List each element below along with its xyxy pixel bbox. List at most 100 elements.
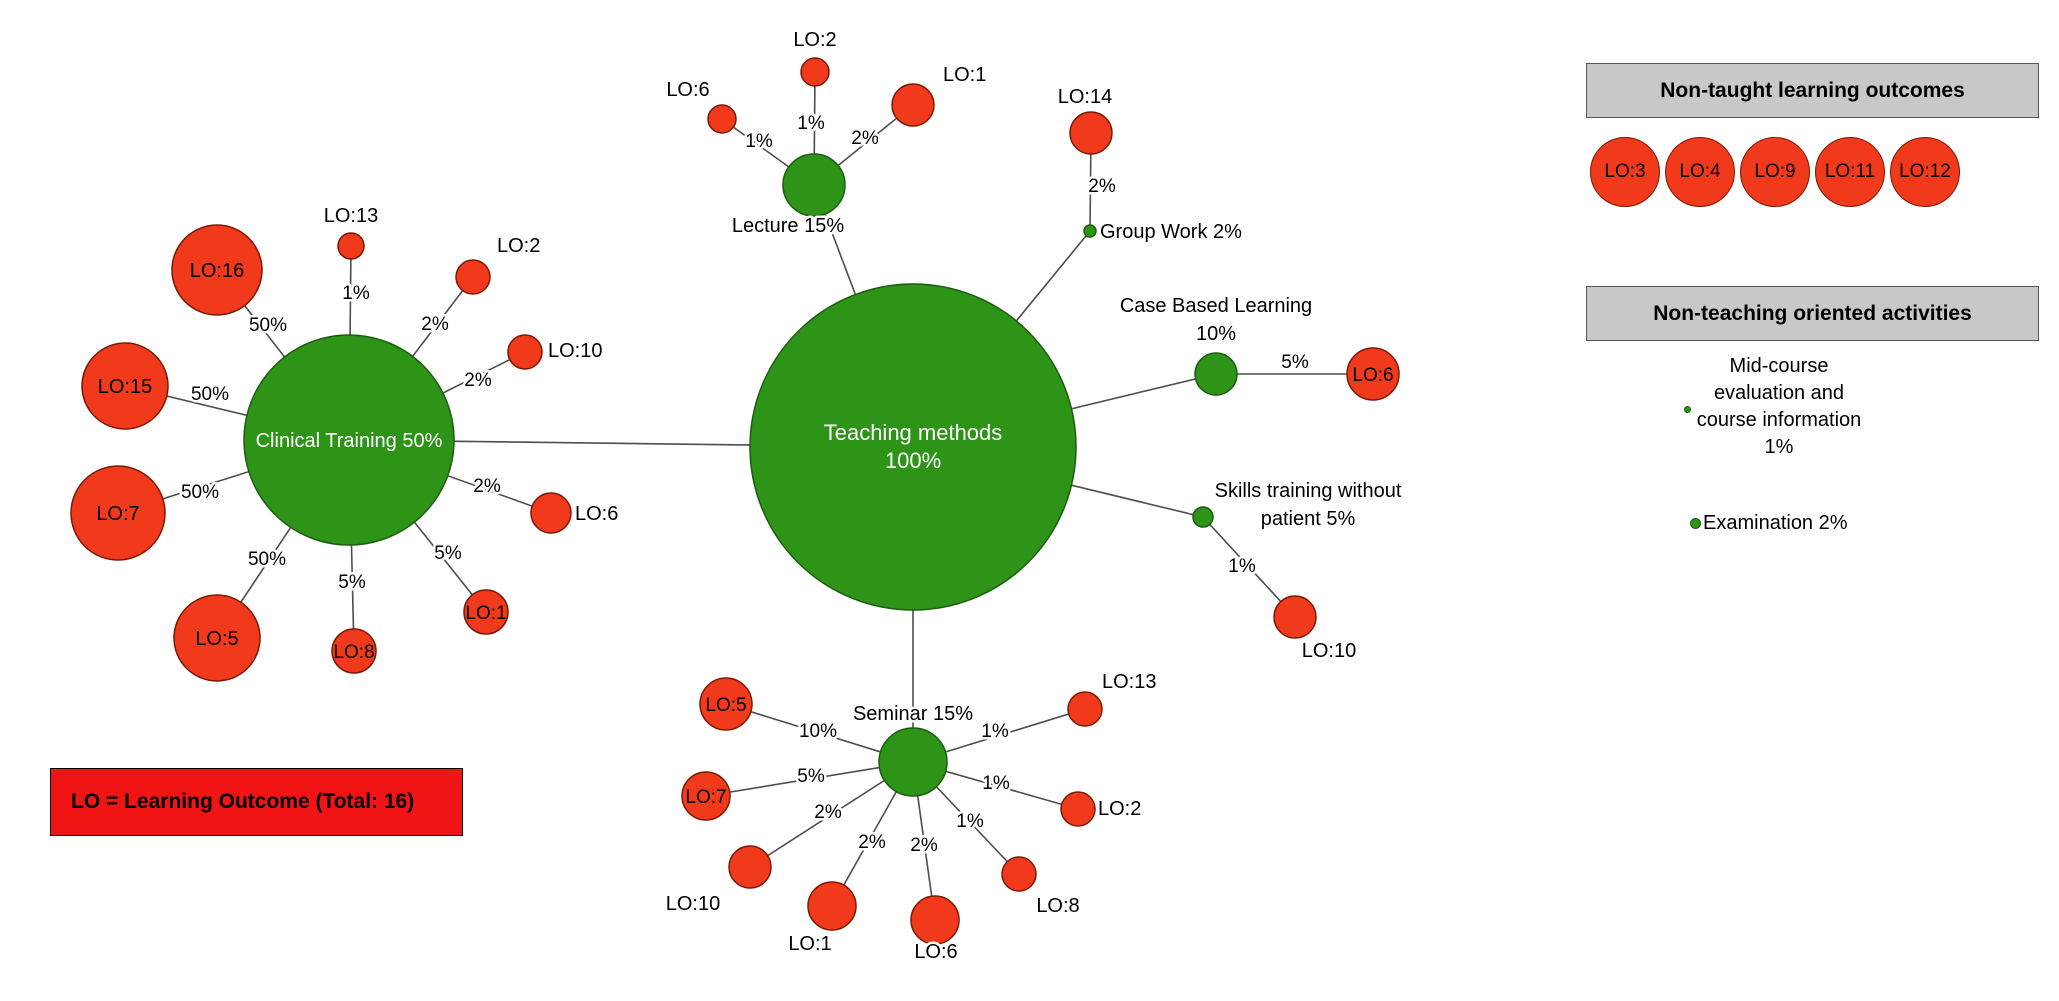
- edge-label-clinical-c8: 5%: [338, 572, 366, 593]
- node-label-se5: LO:5: [705, 695, 746, 716]
- node-label-c2: LO:2: [497, 235, 540, 257]
- node-se1[interactable]: [807, 881, 857, 931]
- node-clinical[interactable]: [243, 334, 455, 546]
- legend-box: LO = Learning Outcome (Total: 16): [50, 768, 463, 836]
- node-c1[interactable]: [463, 589, 509, 635]
- edge-label-clinical-c13: 1%: [342, 283, 370, 304]
- node-groupwork[interactable]: [1083, 224, 1097, 238]
- node-se2[interactable]: [1060, 791, 1096, 827]
- node-c16[interactable]: [171, 224, 263, 316]
- node-c2[interactable]: [455, 259, 491, 295]
- node-se7[interactable]: [681, 771, 731, 821]
- node-l6[interactable]: [707, 104, 737, 134]
- node-label-cbl: Case Based Learning 10%: [1120, 295, 1312, 345]
- node-label-l1: LO:1: [943, 64, 986, 86]
- node-label-l2: LO:2: [793, 29, 836, 51]
- edge-label-seminar-se5: 10%: [799, 721, 837, 742]
- midcourse-dot-icon: [1684, 406, 1691, 413]
- non-teaching-header: Non-teaching oriented activities: [1586, 286, 2039, 341]
- node-label-g14: LO:14: [1058, 86, 1112, 108]
- activity-midcourse-label: Mid-course evaluation and course informa…: [1696, 355, 1862, 458]
- node-se5[interactable]: [699, 677, 753, 731]
- edge-label-lecture-l2: 1%: [797, 113, 825, 134]
- edge-label-seminar-se7: 5%: [797, 766, 825, 787]
- node-c10[interactable]: [507, 334, 543, 370]
- node-label-c15: LO:15: [98, 376, 152, 398]
- node-label-c8: LO:8: [333, 642, 374, 663]
- edge-label-seminar-se6: 2%: [910, 835, 938, 856]
- node-label-c1: LO:1: [465, 603, 506, 624]
- node-label-l6: LO:6: [666, 79, 709, 101]
- node-label-se10: LO:10: [666, 893, 720, 915]
- node-c13[interactable]: [337, 232, 365, 260]
- node-c8[interactable]: [331, 628, 377, 674]
- node-s10[interactable]: [1273, 595, 1317, 639]
- node-c7[interactable]: [70, 465, 166, 561]
- node-c5[interactable]: [173, 594, 261, 682]
- node-label-clinical: Clinical Training 50%: [256, 430, 443, 452]
- node-se13[interactable]: [1067, 691, 1103, 727]
- edge-label-clinical-c7: 50%: [181, 482, 219, 503]
- node-label-lecture: Lecture 15%: [732, 215, 845, 237]
- non-taught-outcomes: LO:3 LO:4 LO:9 LO:11 LO:12: [1590, 137, 1960, 207]
- edge-seminar-se7: [705, 761, 914, 797]
- node-label-se13: LO:13: [1102, 671, 1156, 693]
- node-label-c10: LO:10: [548, 340, 602, 362]
- node-label-skills: Skills training without patient 5%: [1215, 480, 1402, 530]
- node-skills[interactable]: [1192, 506, 1214, 528]
- node-l2[interactable]: [800, 57, 830, 87]
- node-se10[interactable]: [728, 845, 772, 889]
- non-taught-lo-circle[interactable]: LO:9: [1740, 137, 1810, 207]
- node-cb6[interactable]: [1346, 347, 1400, 401]
- node-label-c7: LO:7: [96, 503, 139, 525]
- node-se6[interactable]: [910, 895, 960, 945]
- non-taught-lo-circle[interactable]: LO:11: [1815, 137, 1885, 207]
- edge-label-clinical-c5: 50%: [248, 549, 286, 570]
- node-l1[interactable]: [891, 83, 935, 127]
- edge-label-clinical-c16: 50%: [249, 315, 287, 336]
- node-se8[interactable]: [1001, 856, 1037, 892]
- node-g14[interactable]: [1069, 111, 1113, 155]
- edge-label-groupwork-g14: 2%: [1088, 176, 1116, 197]
- edge-label-clinical-c2: 2%: [421, 314, 449, 335]
- node-label-se7: LO:7: [685, 787, 726, 808]
- examination-dot-icon: [1690, 518, 1701, 529]
- node-label-seminar: Seminar 15%: [853, 703, 973, 725]
- non-taught-lo-circle[interactable]: LO:12: [1890, 137, 1960, 207]
- node-c6[interactable]: [530, 492, 572, 534]
- edge-label-clinical-c10: 2%: [464, 370, 492, 391]
- edge-label-cbl-cb6: 5%: [1281, 352, 1309, 373]
- node-label-se8: LO:8: [1036, 895, 1079, 917]
- edge-label-clinical-c6: 2%: [473, 476, 501, 497]
- node-label-s10: LO:10: [1302, 640, 1356, 662]
- edge-label-lecture-l6: 1%: [745, 131, 773, 152]
- activity-examination-label: Examination 2%: [1703, 512, 1848, 534]
- edge-label-seminar-se8: 1%: [956, 811, 984, 832]
- non-taught-lo-circle[interactable]: LO:4: [1665, 137, 1735, 207]
- edge-skills-s10: [1202, 516, 1296, 618]
- node-label-se2: LO:2: [1098, 798, 1141, 820]
- edge-label-seminar-se2: 1%: [982, 773, 1010, 794]
- edge-label-seminar-se13: 1%: [981, 721, 1009, 742]
- non-taught-lo-circle[interactable]: LO:3: [1590, 137, 1660, 207]
- node-seminar[interactable]: [878, 727, 948, 797]
- node-label-c5: LO:5: [195, 628, 238, 650]
- node-label-c16: LO:16: [190, 260, 244, 282]
- node-lecture[interactable]: [782, 153, 846, 217]
- edge-label-skills-s10: 1%: [1228, 556, 1256, 577]
- edge-label-seminar-se10: 2%: [814, 802, 842, 823]
- edge-label-clinical-c15: 50%: [191, 384, 229, 405]
- node-label-cb6: LO:6: [1352, 365, 1393, 386]
- non-taught-header: Non-taught learning outcomes: [1586, 63, 2039, 118]
- node-label-teaching: Teaching methods 100%: [824, 420, 1003, 473]
- node-label-se1: LO:1: [788, 933, 831, 955]
- edge-label-seminar-se1: 2%: [858, 832, 886, 853]
- activity-examination: Examination 2%: [1690, 512, 1848, 535]
- node-c15[interactable]: [81, 342, 169, 430]
- node-label-c6: LO:6: [575, 503, 618, 525]
- node-teaching[interactable]: [749, 283, 1077, 611]
- edge-label-clinical-c1: 5%: [434, 543, 462, 564]
- node-cbl[interactable]: [1194, 352, 1238, 396]
